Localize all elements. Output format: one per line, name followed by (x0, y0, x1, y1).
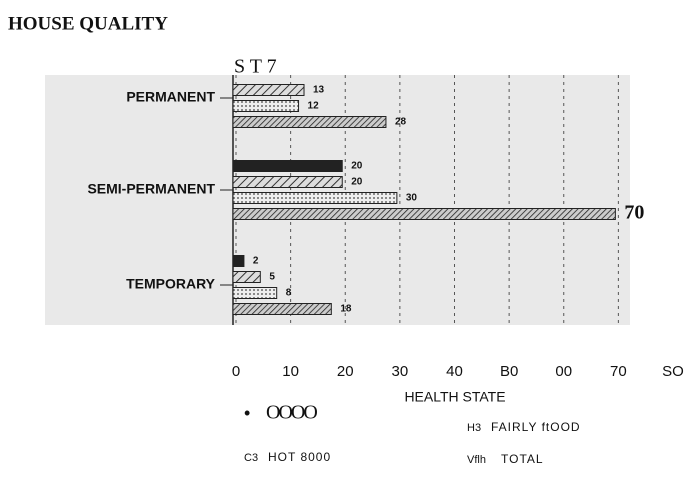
legend-marker: • (244, 403, 250, 423)
x-tick-label: 10 (282, 363, 299, 380)
legend-marker: H3 (467, 422, 481, 434)
data-label: 2 (253, 256, 259, 267)
bar (232, 84, 305, 96)
legend-label: TOTAL (501, 452, 544, 466)
x-axis-label: HEALTH STATE (404, 389, 505, 405)
x-tick-label: 0 (232, 363, 240, 380)
bar (232, 303, 332, 315)
bar (232, 176, 343, 188)
legend-marker: Vflh (467, 454, 486, 466)
chart-subtitle: S T 7 (234, 56, 277, 78)
data-label: 20 (351, 177, 363, 188)
data-label: 20 (351, 161, 363, 172)
x-tick-label: 30 (392, 363, 409, 380)
bar (232, 208, 616, 220)
bar (232, 255, 245, 267)
legend-marker: C3 (244, 452, 258, 464)
x-tick-label: SO (662, 363, 684, 380)
data-label: 12 (308, 101, 320, 112)
bar (232, 271, 261, 283)
y-tick-label: PERMANENT (126, 89, 215, 105)
data-label: 70 (624, 202, 644, 224)
x-tick-label: 20 (337, 363, 354, 380)
x-tick-label: 00 (555, 363, 572, 380)
data-label: 5 (269, 272, 275, 283)
x-tick-label: 40 (446, 363, 463, 380)
data-label: 30 (406, 193, 418, 204)
y-tick-label: TEMPORARY (126, 276, 216, 292)
legend-label: OOOO (266, 402, 317, 424)
y-tick-label: SEMI-PERMANENT (87, 181, 215, 197)
chart-title: HOUSE QUALITY (8, 13, 168, 34)
legend-label: HOT 8000 (268, 450, 331, 464)
bar (232, 287, 278, 299)
bar (232, 160, 343, 172)
data-label: 18 (340, 304, 352, 315)
data-label: 13 (313, 85, 325, 96)
data-label: 8 (286, 288, 292, 299)
x-tick-label: B0 (500, 363, 518, 380)
legend-label: FAIRLY ftOOD (491, 420, 581, 434)
x-tick-label: 70 (610, 363, 627, 380)
bar (232, 116, 387, 128)
data-label: 28 (395, 117, 407, 128)
bar (232, 192, 398, 204)
bar (232, 100, 300, 112)
